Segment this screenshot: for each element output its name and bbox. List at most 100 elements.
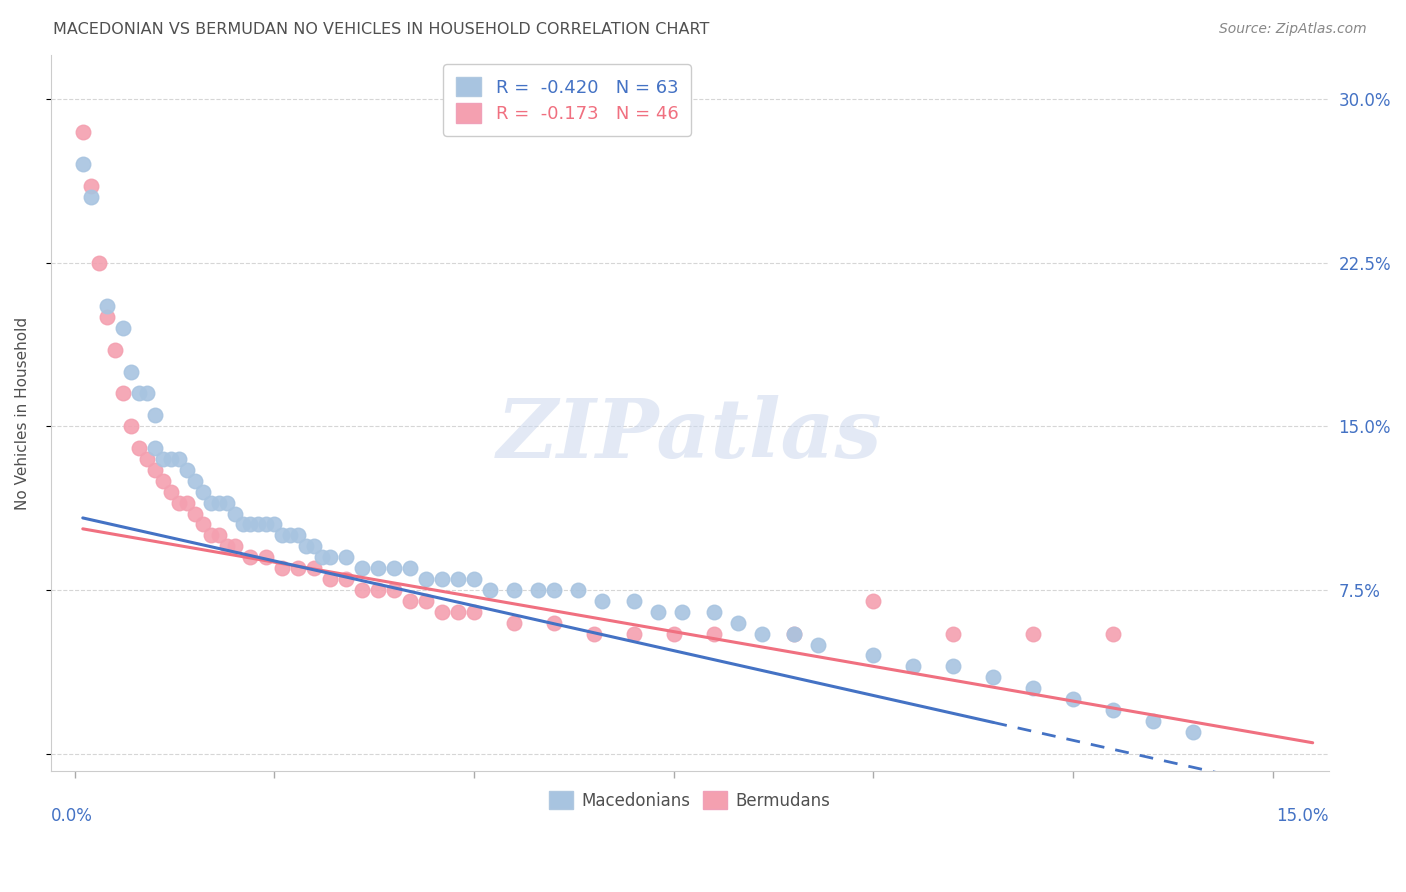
Point (543, 582, 565, 597)
Point (463, 572, 485, 586)
Point (239, 550, 262, 565)
Point (271, 561, 294, 575)
Point (806, 638, 828, 652)
Point (942, 659, 965, 673)
Text: MACEDONIAN VS BERMUDAN NO VEHICLES IN HOUSEHOLD CORRELATION CHART: MACEDONIAN VS BERMUDAN NO VEHICLES IN HO… (53, 22, 710, 37)
Point (1022, 681, 1045, 696)
Point (295, 539, 318, 553)
Point (72, 124, 94, 138)
Point (72, 157, 94, 171)
Point (543, 615, 565, 630)
Point (207, 528, 229, 542)
Point (1142, 714, 1164, 728)
Point (247, 517, 270, 532)
Point (415, 594, 437, 608)
Point (352, 561, 374, 575)
Point (591, 594, 613, 608)
Point (191, 517, 214, 532)
Point (200, 495, 222, 509)
Point (1102, 703, 1125, 717)
Point (304, 561, 326, 575)
Point (256, 550, 278, 565)
Point (503, 615, 526, 630)
Point (903, 659, 925, 673)
Point (1062, 692, 1084, 706)
Point (415, 572, 437, 586)
Point (367, 561, 389, 575)
Point (152, 452, 174, 467)
Point (207, 495, 229, 509)
Point (167, 452, 190, 467)
Text: Source: ZipAtlas.com: Source: ZipAtlas.com (1219, 22, 1367, 37)
Point (623, 626, 645, 640)
Point (382, 582, 405, 597)
Point (319, 550, 342, 565)
Point (352, 582, 374, 597)
Point (224, 539, 246, 553)
Point (430, 572, 453, 586)
Point (382, 561, 405, 575)
Point (96, 299, 118, 313)
Point (367, 582, 389, 597)
Point (447, 605, 470, 619)
Point (527, 582, 550, 597)
Point (231, 517, 253, 532)
Point (167, 495, 190, 509)
Point (1102, 626, 1125, 640)
Point (143, 441, 166, 455)
Point (703, 605, 725, 619)
Point (662, 626, 685, 640)
Point (191, 484, 214, 499)
Point (159, 452, 181, 467)
Point (782, 626, 804, 640)
Point (143, 409, 166, 423)
Point (942, 626, 965, 640)
Point (703, 626, 725, 640)
Point (176, 495, 198, 509)
Point (287, 528, 309, 542)
Point (304, 539, 326, 553)
Point (239, 517, 262, 532)
Point (782, 626, 804, 640)
Point (335, 572, 357, 586)
Point (430, 605, 453, 619)
Point (183, 507, 205, 521)
Point (215, 495, 238, 509)
Point (751, 626, 773, 640)
Point (104, 343, 127, 357)
Point (80, 190, 103, 204)
Point (862, 648, 884, 663)
Point (399, 561, 422, 575)
Text: ZIPatlas: ZIPatlas (496, 394, 883, 475)
Point (215, 539, 238, 553)
Point (256, 517, 278, 532)
Point (183, 474, 205, 488)
Point (135, 452, 157, 467)
Point (647, 605, 669, 619)
Point (120, 365, 142, 379)
Point (447, 572, 470, 586)
Text: 0.0%: 0.0% (51, 807, 93, 825)
Point (111, 321, 134, 335)
Point (862, 594, 884, 608)
Point (287, 561, 309, 575)
Point (463, 605, 485, 619)
Point (87, 255, 110, 269)
Point (727, 615, 749, 630)
Point (96, 310, 118, 324)
Point (981, 670, 1004, 684)
Legend: Macedonians, Bermudans: Macedonians, Bermudans (543, 784, 837, 816)
Point (200, 528, 222, 542)
Text: 15.0%: 15.0% (1277, 807, 1329, 825)
Point (335, 550, 357, 565)
Point (152, 474, 174, 488)
Point (271, 528, 294, 542)
Y-axis label: No Vehicles in Household: No Vehicles in Household (15, 317, 30, 509)
Point (280, 528, 302, 542)
Point (224, 507, 246, 521)
Point (176, 463, 198, 477)
Point (143, 463, 166, 477)
Point (135, 386, 157, 401)
Point (582, 626, 605, 640)
Point (319, 572, 342, 586)
